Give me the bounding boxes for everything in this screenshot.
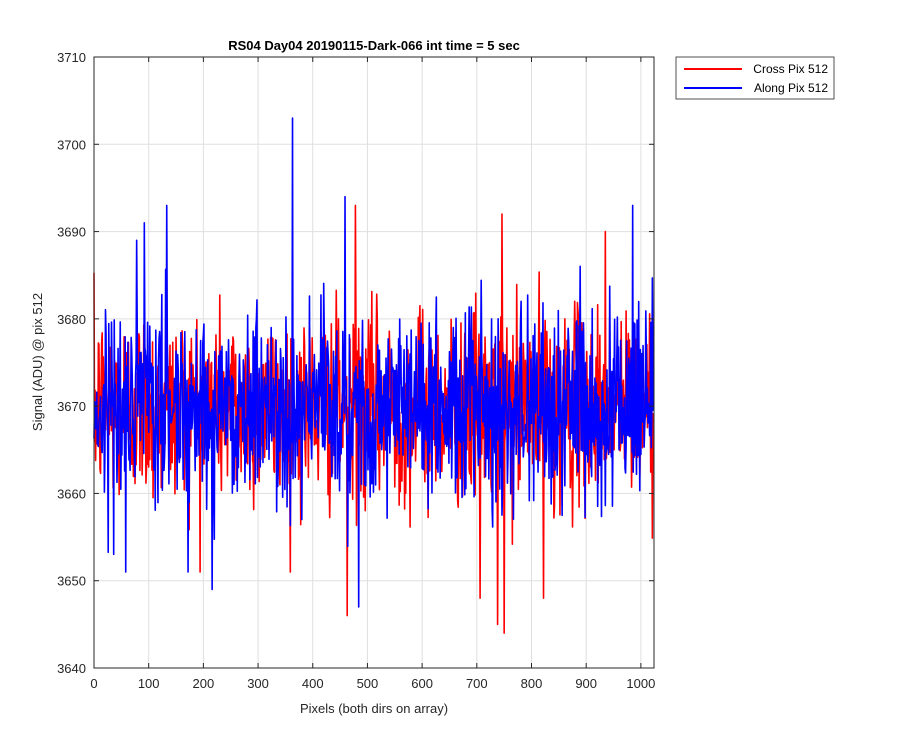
x-tick-label: 900 <box>575 676 597 691</box>
x-tick-label: 700 <box>466 676 488 691</box>
series-layer <box>93 117 655 634</box>
axis-ticks: 0 100 200 300 400 500 600 700 800 900 1000 3640 3650… <box>57 50 655 691</box>
y-tick-label: 3660 <box>57 486 86 501</box>
y-tick-label: 3690 <box>57 225 86 240</box>
y-tick-label: 3640 <box>57 661 86 676</box>
y-tick-label: 3680 <box>57 312 86 327</box>
legend: Cross Pix 512 Along Pix 512 <box>675 56 835 100</box>
chart-title: RS04 Day04 20190115-Dark-066 int time = … <box>228 38 520 53</box>
y-tick-label: 3710 <box>57 50 86 65</box>
y-axis-label: Signal (ADU) @ pix 512 <box>30 293 45 431</box>
series-line-along <box>93 117 655 608</box>
x-axis-label: Pixels (both dirs on array) <box>300 701 448 716</box>
x-tick-label: 200 <box>193 676 215 691</box>
x-tick-label: 600 <box>411 676 433 691</box>
x-tick-label: 400 <box>302 676 324 691</box>
x-tick-label: 800 <box>521 676 543 691</box>
x-tick-label: 500 <box>357 676 379 691</box>
x-tick-label: 300 <box>247 676 269 691</box>
y-tick-label: 3650 <box>57 574 86 589</box>
legend-label-along: Along Pix 512 <box>754 81 828 95</box>
x-tick-label: 0 <box>90 676 97 691</box>
plot-border <box>93 56 655 669</box>
legend-label-cross: Cross Pix 512 <box>753 62 828 76</box>
legend-box <box>675 56 835 100</box>
x-tick-label: 100 <box>138 676 160 691</box>
y-tick-label: 3700 <box>57 137 86 152</box>
y-tick-label: 3670 <box>57 399 86 414</box>
x-tick-label: 1000 <box>626 676 655 691</box>
